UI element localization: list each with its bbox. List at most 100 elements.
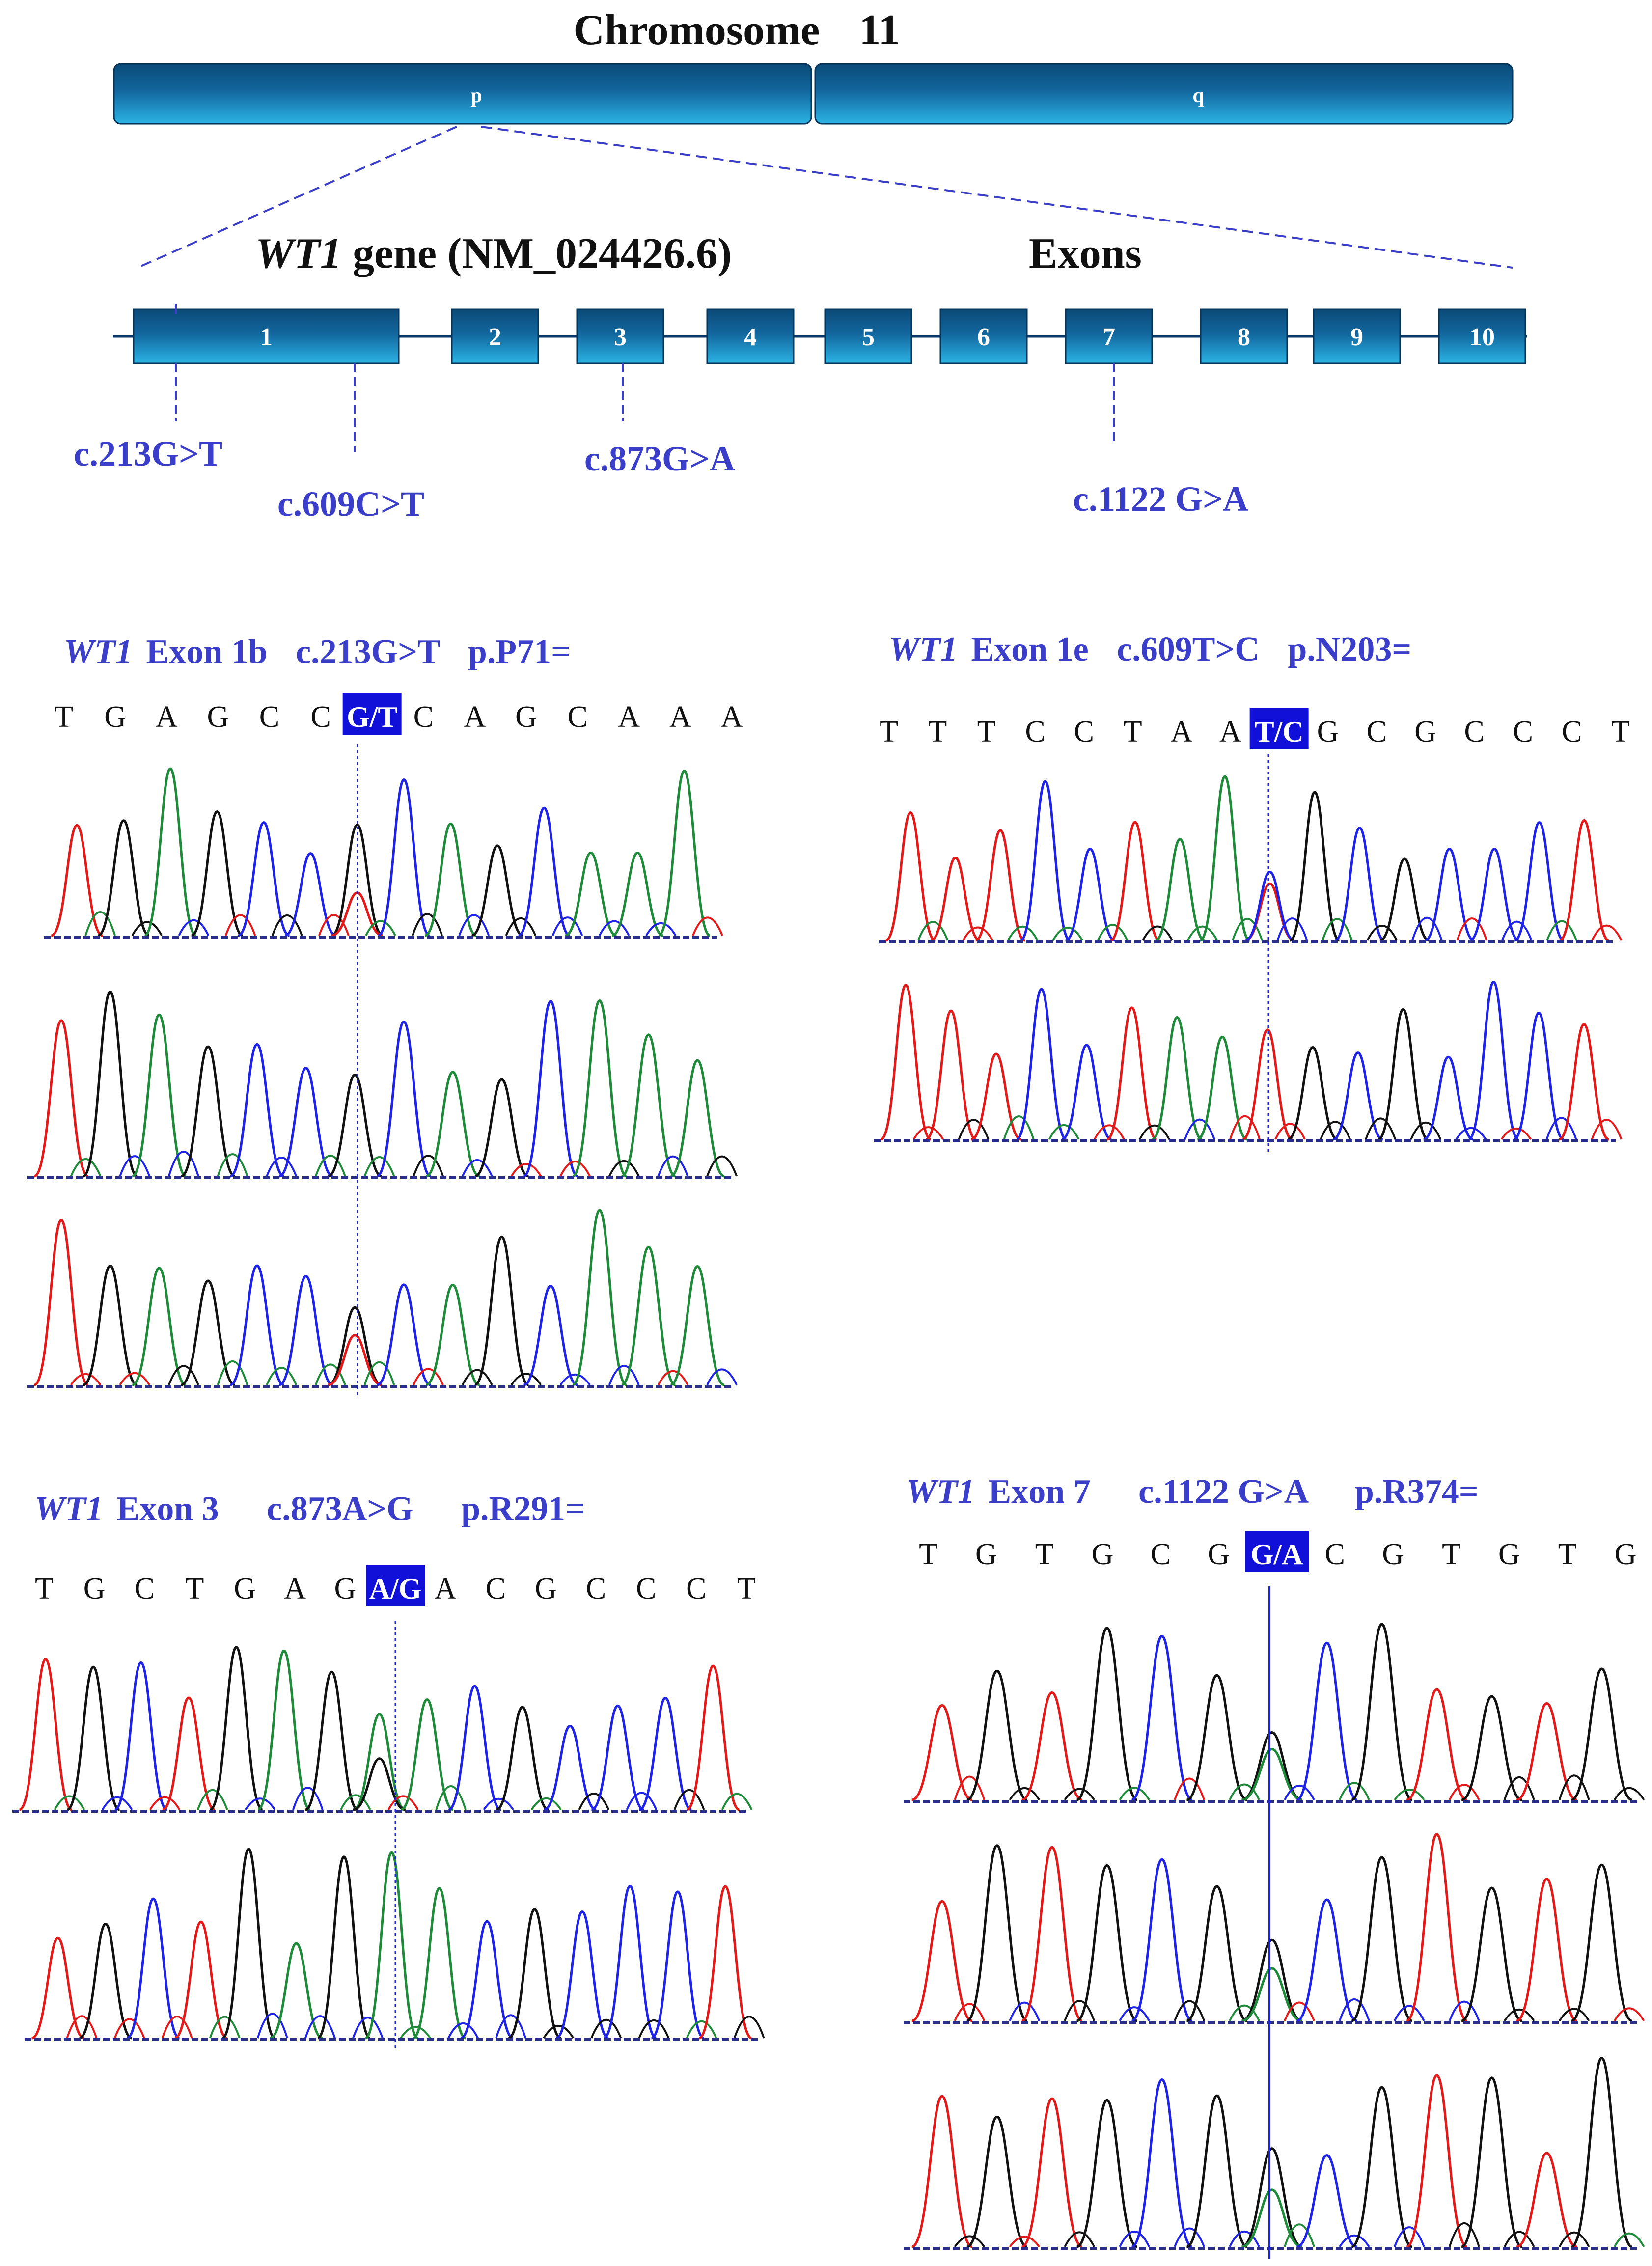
exon-box: 6 <box>939 308 1028 364</box>
trace-peak <box>1241 2188 1303 2248</box>
trace-noise <box>1229 2230 1260 2247</box>
trace-noise <box>1365 1117 1397 1140</box>
chromatograms <box>12 1621 765 2050</box>
base-sequence: T G C T G A G A/G A C G C C C T <box>35 1565 756 1606</box>
trace-peak <box>331 824 384 937</box>
trace-peak <box>971 1052 1022 1141</box>
trace-noise <box>1229 2004 1260 2021</box>
trace-noise <box>543 2025 574 2039</box>
base-letter: G <box>334 1572 356 1605</box>
trace-noise <box>167 1151 199 1177</box>
trace-peak <box>1406 2074 1468 2248</box>
trace-noise <box>657 1155 689 1177</box>
trace-peak <box>317 1855 371 2040</box>
trace-noise <box>101 1796 133 1811</box>
trace-peak <box>885 811 936 942</box>
chromatograms <box>904 1586 1645 2259</box>
trace-noise <box>1322 918 1353 941</box>
variant-label: c.1122 G>A <box>1073 479 1248 519</box>
trace-peak <box>1186 1674 1248 1801</box>
base-letter: A <box>435 1572 457 1605</box>
base-letter: T <box>919 1538 937 1571</box>
panel-exon-3: WT1 Exon 3 c.873A>G p.R291= T G C T G A G A/G A C… <box>12 1490 765 2050</box>
trace-noise <box>435 1785 467 1810</box>
trace-noise <box>530 1797 562 1811</box>
base-sequence: T T T C C T A A T/C G C G C C C T <box>880 708 1630 749</box>
exon-label: 7 <box>1102 323 1115 351</box>
trace-noise <box>1503 1776 1535 1800</box>
panel-title: WT1 Exon 1e c.609T>C p.N203= <box>889 631 1411 668</box>
base-letter: C <box>1025 715 1045 748</box>
base-letter: A <box>721 700 743 734</box>
trace-noise <box>209 2016 241 2039</box>
trace-peak <box>1242 1028 1293 1141</box>
trace-peak <box>132 1013 187 1178</box>
trace-noise <box>1410 1122 1442 1140</box>
trace-noise <box>1048 1124 1080 1140</box>
trace-peak <box>1351 2086 1413 2248</box>
chromosome-arm-p-label: p <box>470 84 482 107</box>
trace-noise <box>1064 1788 1095 1801</box>
trace-peak <box>424 822 477 937</box>
trace-noise <box>505 917 537 936</box>
trace-noise <box>271 914 303 936</box>
base-letter: C <box>413 700 434 734</box>
trace-peak <box>66 1665 120 1811</box>
trace-peak <box>474 1235 529 1386</box>
base-letter: G <box>1208 1538 1230 1571</box>
trace-noise <box>733 2016 765 2039</box>
trace-peak <box>572 1209 627 1386</box>
trace-noise <box>657 1370 689 1385</box>
panel-gene-italic: WT1 <box>889 631 958 668</box>
panel-exon: Exon 7 <box>989 1473 1091 1511</box>
trace-noise <box>1064 2000 1096 2021</box>
trace-peak <box>591 1704 645 1811</box>
trace-peak <box>1406 1688 1468 1801</box>
base-letter: T <box>1611 715 1630 748</box>
variant-call: A/G <box>369 1573 422 1605</box>
trace-peak <box>237 821 290 937</box>
trace-peak <box>1469 848 1520 942</box>
trace-noise <box>1284 1785 1315 1800</box>
trace-peak <box>698 1885 752 2040</box>
trace-noise <box>458 914 490 936</box>
trace-noise <box>608 1365 640 1385</box>
trace-noise <box>149 1796 181 1811</box>
panel-protein: p.N203= <box>1288 631 1411 668</box>
trace-noise <box>1009 2236 1040 2248</box>
trace-noise <box>266 1157 298 1177</box>
trace-peak <box>1241 1967 1303 2022</box>
trace-noise <box>1591 1118 1623 1140</box>
base-letter: G <box>83 1572 106 1605</box>
base-sequence: T G A G C C G/T C A G C A A A <box>55 693 743 735</box>
trace-peak <box>508 1908 562 2040</box>
trace-peak <box>1106 1006 1157 1141</box>
trace-peak <box>572 999 627 1178</box>
trace-noise <box>673 1789 705 1810</box>
trace-peak <box>51 824 103 937</box>
trace-peak <box>376 1020 432 1178</box>
trace-noise <box>314 1363 346 1385</box>
exon-box: 1 <box>133 308 400 364</box>
trace-peak <box>621 1033 676 1178</box>
panel-exon: Exon 1e <box>971 631 1089 668</box>
trace-peak <box>1109 821 1160 942</box>
trace-noise <box>721 1793 753 1810</box>
trace-peak <box>1514 821 1565 942</box>
trace-peak <box>425 1283 480 1386</box>
trace-noise <box>1119 1787 1150 1801</box>
trace-noise <box>363 1361 395 1385</box>
trace-noise <box>954 1775 986 1800</box>
trace-peak <box>1461 1886 1523 2022</box>
trace-peak <box>523 1000 578 1178</box>
exon-box: 4 <box>706 308 795 364</box>
base-letter: C <box>636 1572 656 1605</box>
trace-peak <box>221 1848 275 2040</box>
trace-noise <box>70 1373 102 1386</box>
base-letter: C <box>1367 715 1387 748</box>
panel-cdna: c.1122 G>A <box>1138 1473 1309 1511</box>
trace-peak <box>229 1264 285 1386</box>
trace-noise <box>510 1163 542 1177</box>
trace-peak <box>1021 1691 1083 1801</box>
trace-noise <box>638 2019 670 2039</box>
